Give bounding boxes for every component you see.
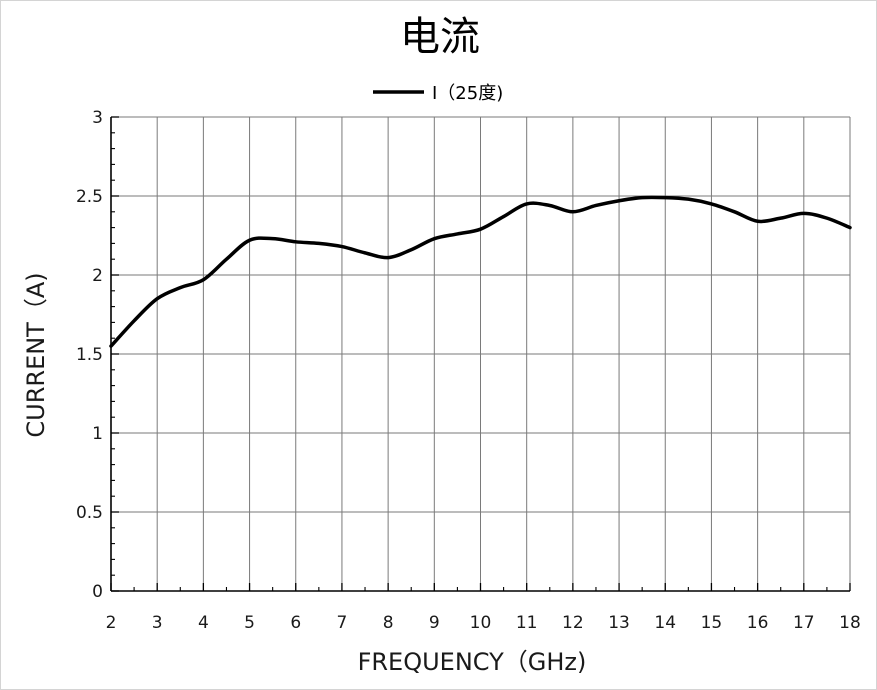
x-tick-label: 3	[152, 613, 163, 633]
legend-label: I（25度)	[432, 83, 503, 104]
x-tick-label: 14	[654, 613, 676, 633]
x-tick-label: 12	[562, 613, 584, 633]
x-tick-label: 16	[747, 613, 769, 633]
x-tick-label: 13	[608, 613, 630, 633]
y-tick-labels: 0 0.5 1 1.5 2 2.5 3	[76, 108, 103, 602]
x-tick-label: 6	[290, 613, 301, 633]
x-tick-label: 5	[244, 613, 255, 633]
x-tick-label: 17	[793, 613, 815, 633]
x-tick-label: 4	[198, 613, 209, 633]
x-tick-label: 8	[383, 613, 394, 633]
chart-title: 电流	[400, 14, 480, 60]
axes-layer	[110, 116, 851, 592]
x-tick-labels: 2 3 4 5 6 7 8 9 10 11 12 13 14 15 16 17 18	[106, 613, 861, 633]
x-axis-title: FREQUENCY（GHz)	[358, 648, 587, 676]
x-tick-label: 11	[516, 613, 538, 633]
x-tick-label: 7	[337, 613, 348, 633]
y-tick-label: 1.5	[76, 345, 103, 365]
legend: I（25度)	[373, 83, 503, 104]
y-tick-label: 2.5	[76, 187, 103, 207]
y-tick-label: 1	[92, 424, 103, 444]
x-tick-label: 18	[839, 613, 861, 633]
y-axis-title: CURRENT（A)	[22, 272, 50, 437]
x-tick-label: 15	[701, 613, 723, 633]
series-layer	[109, 195, 852, 348]
x-tick-label: 9	[429, 613, 440, 633]
y-tick-label: 0	[92, 582, 103, 602]
y-tick-label: 0.5	[76, 503, 103, 523]
grid-layer	[111, 116, 851, 591]
series-line	[109, 195, 852, 348]
y-tick-label: 3	[92, 108, 103, 128]
x-tick-label: 2	[106, 613, 117, 633]
y-tick-label: 2	[92, 266, 103, 286]
x-tick-label: 10	[470, 613, 492, 633]
